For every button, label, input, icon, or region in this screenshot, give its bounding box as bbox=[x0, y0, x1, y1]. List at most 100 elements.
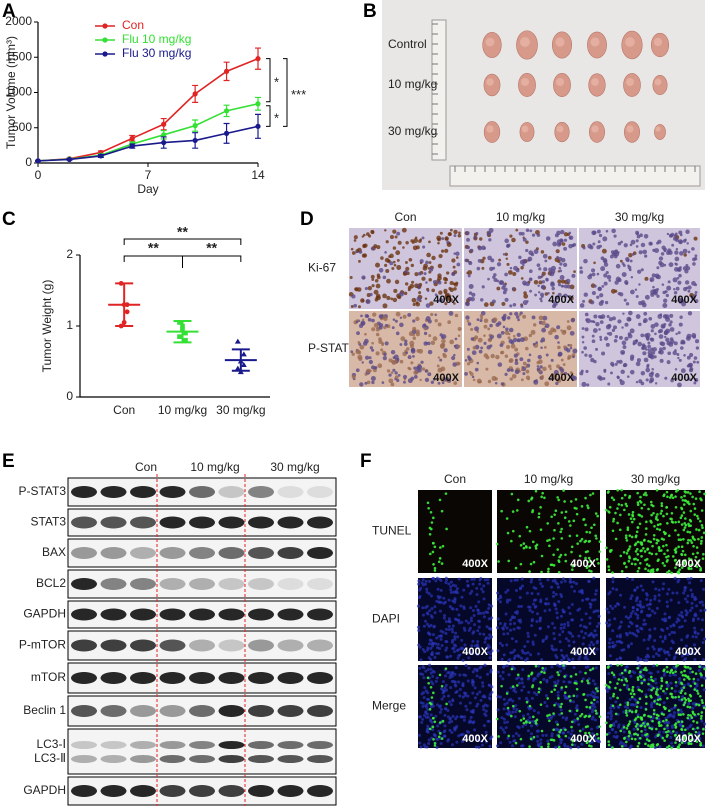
tunel-signal bbox=[438, 735, 441, 738]
nucleus bbox=[376, 284, 381, 289]
tunel-signal bbox=[692, 678, 695, 681]
nucleus bbox=[515, 359, 518, 362]
dapi-nucleus bbox=[700, 720, 703, 723]
nucleus bbox=[548, 364, 552, 368]
dapi-nucleus bbox=[619, 635, 622, 638]
dapi-nucleus bbox=[552, 595, 555, 598]
tunel-signal bbox=[614, 687, 617, 690]
tunel-signal bbox=[432, 738, 435, 741]
nucleus bbox=[489, 324, 493, 328]
dapi-nucleus bbox=[658, 594, 661, 597]
nucleus bbox=[519, 357, 523, 361]
tunel-signal bbox=[666, 549, 669, 552]
dapi-nucleus bbox=[615, 588, 618, 591]
dapi-nucleus bbox=[648, 688, 651, 691]
dapi-nucleus bbox=[430, 639, 433, 642]
significance: * bbox=[274, 110, 279, 125]
dapi-nucleus bbox=[466, 695, 469, 698]
tunel-signal bbox=[624, 494, 627, 497]
nucleus bbox=[518, 256, 521, 259]
dapi-nucleus bbox=[674, 674, 677, 677]
tunel-signal bbox=[630, 692, 633, 695]
row-label: TUNEL bbox=[372, 524, 412, 538]
dapi-nucleus bbox=[533, 691, 536, 694]
dapi-nucleus bbox=[545, 637, 548, 640]
dapi-nucleus bbox=[515, 640, 518, 643]
nucleus bbox=[677, 357, 679, 359]
dapi-nucleus bbox=[609, 638, 612, 641]
dapi-nucleus bbox=[611, 641, 614, 644]
tunel-signal bbox=[684, 692, 687, 695]
tunel-signal bbox=[522, 542, 525, 545]
nucleus bbox=[607, 383, 610, 386]
band bbox=[278, 486, 304, 498]
tunel-signal bbox=[532, 716, 535, 719]
nucleus bbox=[539, 365, 542, 368]
tunel-signal bbox=[698, 529, 701, 532]
band bbox=[248, 705, 274, 717]
dapi-nucleus bbox=[488, 603, 491, 606]
tunel-signal bbox=[628, 557, 631, 560]
nucleus bbox=[422, 245, 425, 248]
nucleus bbox=[538, 291, 540, 293]
tunel-signal bbox=[553, 688, 556, 691]
band bbox=[130, 672, 156, 684]
dapi-nucleus bbox=[488, 684, 491, 687]
dapi-nucleus bbox=[472, 680, 475, 683]
tunel-signal bbox=[526, 526, 529, 529]
nucleus bbox=[548, 330, 553, 335]
tunel-signal bbox=[517, 674, 520, 677]
nucleus bbox=[676, 353, 679, 356]
tunel-signal bbox=[637, 678, 640, 681]
tunel-signal bbox=[571, 720, 574, 723]
band bbox=[71, 755, 97, 763]
dapi-nucleus bbox=[462, 589, 465, 592]
nucleus bbox=[480, 346, 483, 349]
nucleus bbox=[587, 244, 592, 249]
dapi-nucleus bbox=[417, 583, 420, 586]
nucleus bbox=[360, 298, 364, 302]
tunel-signal bbox=[593, 523, 596, 526]
dapi-nucleus bbox=[702, 604, 705, 607]
dapi-nucleus bbox=[610, 717, 613, 720]
tunel-signal bbox=[546, 539, 549, 542]
tunel-signal bbox=[684, 701, 687, 704]
nucleus bbox=[526, 370, 530, 374]
nucleus bbox=[685, 264, 688, 267]
nucleus bbox=[688, 251, 691, 254]
tunel-signal bbox=[576, 542, 579, 545]
dapi-nucleus bbox=[622, 710, 625, 713]
tunel-signal bbox=[635, 725, 638, 728]
nucleus bbox=[542, 280, 545, 283]
bracket bbox=[124, 256, 241, 268]
nucleus bbox=[379, 268, 384, 273]
nucleus bbox=[504, 239, 509, 244]
tunel-signal bbox=[684, 729, 687, 732]
dapi-nucleus bbox=[688, 725, 691, 728]
nucleus bbox=[355, 349, 360, 354]
dapi-nucleus bbox=[591, 705, 594, 708]
dapi-nucleus bbox=[432, 670, 435, 673]
dapi-nucleus bbox=[697, 678, 700, 681]
dapi-nucleus bbox=[471, 640, 474, 643]
tunel-signal bbox=[553, 513, 556, 516]
dapi-nucleus bbox=[672, 641, 675, 644]
tunel-signal bbox=[687, 666, 690, 669]
nucleus bbox=[673, 277, 678, 282]
nucleus bbox=[511, 369, 514, 372]
nucleus bbox=[581, 370, 584, 373]
nucleus bbox=[657, 314, 662, 319]
dapi-nucleus bbox=[701, 618, 704, 621]
nucleus bbox=[359, 250, 362, 253]
dapi-nucleus bbox=[598, 615, 601, 618]
nucleus bbox=[643, 318, 648, 323]
tunel-signal bbox=[569, 535, 572, 538]
dapi-nucleus bbox=[556, 616, 559, 619]
dapi-nucleus bbox=[553, 681, 556, 684]
nucleus bbox=[521, 369, 524, 372]
point bbox=[125, 309, 130, 314]
nucleus bbox=[509, 339, 514, 344]
nucleus bbox=[662, 347, 665, 350]
dapi-nucleus bbox=[509, 622, 512, 625]
nucleus bbox=[611, 289, 616, 294]
